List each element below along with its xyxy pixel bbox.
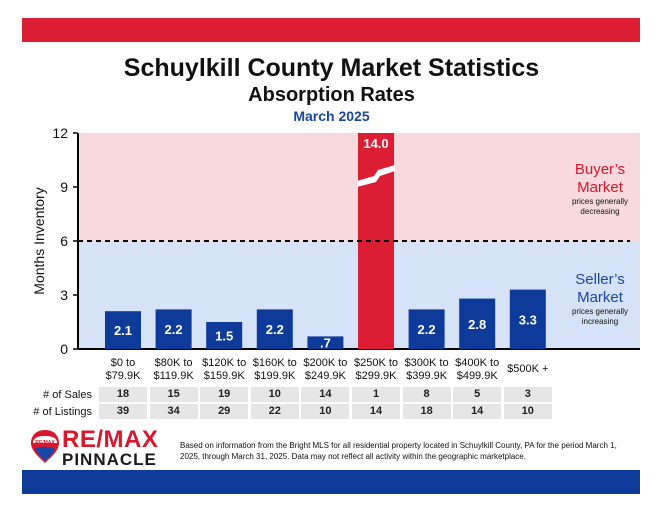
sales-cell: 3 [503, 387, 552, 402]
sales-row-label: # of Sales [43, 389, 92, 401]
bar-value-label: 2.2 [266, 322, 284, 337]
y-axis-label: Months Inventory [31, 187, 47, 294]
logo-wordmark: RE/MAX [62, 426, 159, 453]
x-tick-label: $159.9K [204, 370, 246, 382]
bar-value-label: 3.3 [519, 312, 537, 327]
x-tick-label: $119.9K [154, 370, 195, 382]
seller-market-note: increasing [582, 317, 618, 326]
seller-market-title: Market [577, 289, 624, 306]
y-tick-label: 6 [60, 233, 68, 249]
x-tick-label: $250K to [354, 357, 398, 369]
bar-1 [105, 311, 141, 349]
sales-cell: 19 [200, 387, 249, 402]
x-tick-label: $0 to [111, 357, 135, 369]
x-tick-label: $299.9K [356, 370, 398, 382]
sales-cell: 14 [301, 387, 350, 402]
sales-cell: 10 [250, 387, 299, 402]
listings-cell: 34 [149, 404, 198, 419]
y-tick-label: 12 [52, 125, 68, 141]
logo-subtitle: PINNACLE [62, 450, 157, 469]
page-title: Schuylkill County Market Statistics [123, 54, 540, 82]
buyer-market-note: prices generally [572, 197, 628, 206]
y-tick-label: 3 [60, 287, 68, 303]
listings-cell: 14 [352, 404, 400, 419]
axis-break-icon [357, 165, 395, 187]
listings-cell: 14 [453, 404, 502, 419]
sales-cell: 15 [149, 387, 198, 402]
listings-cell: 10 [301, 404, 350, 419]
sales-cell: 18 [99, 387, 147, 402]
sales-cell: 5 [453, 387, 502, 402]
listings-row-label: # of Listings [33, 406, 92, 418]
buyer-market-title: Buyer’s [575, 161, 625, 178]
x-tick-label: $399.9K [406, 370, 448, 382]
seller-market-note: prices generally [572, 307, 628, 316]
x-tick-label: $79.9K [106, 370, 142, 382]
bar-value-label: 2.2 [418, 322, 436, 337]
bottom-banner [22, 470, 640, 494]
bar-value-label: 2.2 [165, 322, 183, 337]
x-tick-label: $160K to [253, 357, 297, 369]
balloon-icon: RE/MAX [31, 430, 59, 463]
x-tick-label: $499.9K [457, 370, 499, 382]
listings-cell: 29 [200, 404, 249, 419]
bar-5 [307, 336, 344, 349]
x-tick-label: $400K to [455, 357, 499, 369]
top-banner [22, 18, 640, 42]
x-tick-label: $200K to [303, 357, 347, 369]
x-tick-label: $120K to [202, 357, 246, 369]
bar-9 [509, 289, 546, 349]
y-tick-label: 9 [60, 179, 68, 195]
x-tick-label: $80K to [155, 357, 193, 369]
bar-value-label: 2.8 [468, 317, 486, 332]
bar-4 [256, 309, 293, 349]
y-tick-label: 0 [60, 341, 68, 357]
source-footnote: Based on information from the Bright MLS… [180, 441, 617, 461]
bar-value-label: .7 [320, 336, 331, 351]
x-tick-label: $500K + [507, 363, 548, 375]
listings-cell: 22 [250, 404, 299, 419]
sales-cell: 8 [402, 387, 451, 402]
bar-value-label: 1.5 [215, 329, 233, 344]
x-tick-label: $249.9K [305, 370, 347, 382]
x-tick-label: $300K to [405, 357, 449, 369]
bar-2 [155, 309, 192, 349]
buyer-market-title: Market [577, 179, 624, 196]
listings-cell: 10 [503, 404, 552, 419]
remax-logo: RE/MAX RE/MAX PINNACLE [30, 426, 180, 469]
buyer-market-note: decreasing [580, 207, 619, 216]
bar-3 [206, 322, 243, 349]
listings-cell: 39 [99, 404, 147, 419]
bar-value-label: 2.1 [114, 323, 132, 338]
logo-badge-text: RE/MAX [35, 440, 55, 446]
seller-market-title: Seller’s [575, 271, 624, 288]
listings-cell: 18 [402, 404, 451, 419]
sales-cell: 1 [352, 387, 400, 402]
bar-8 [459, 298, 496, 349]
x-tick-label: $199.9K [254, 370, 296, 382]
bar-value-label: 14.0 [363, 136, 388, 151]
report-period: March 2025 [293, 108, 370, 124]
bar-7 [408, 309, 445, 349]
page-subtitle: Absorption Rates [248, 84, 415, 106]
